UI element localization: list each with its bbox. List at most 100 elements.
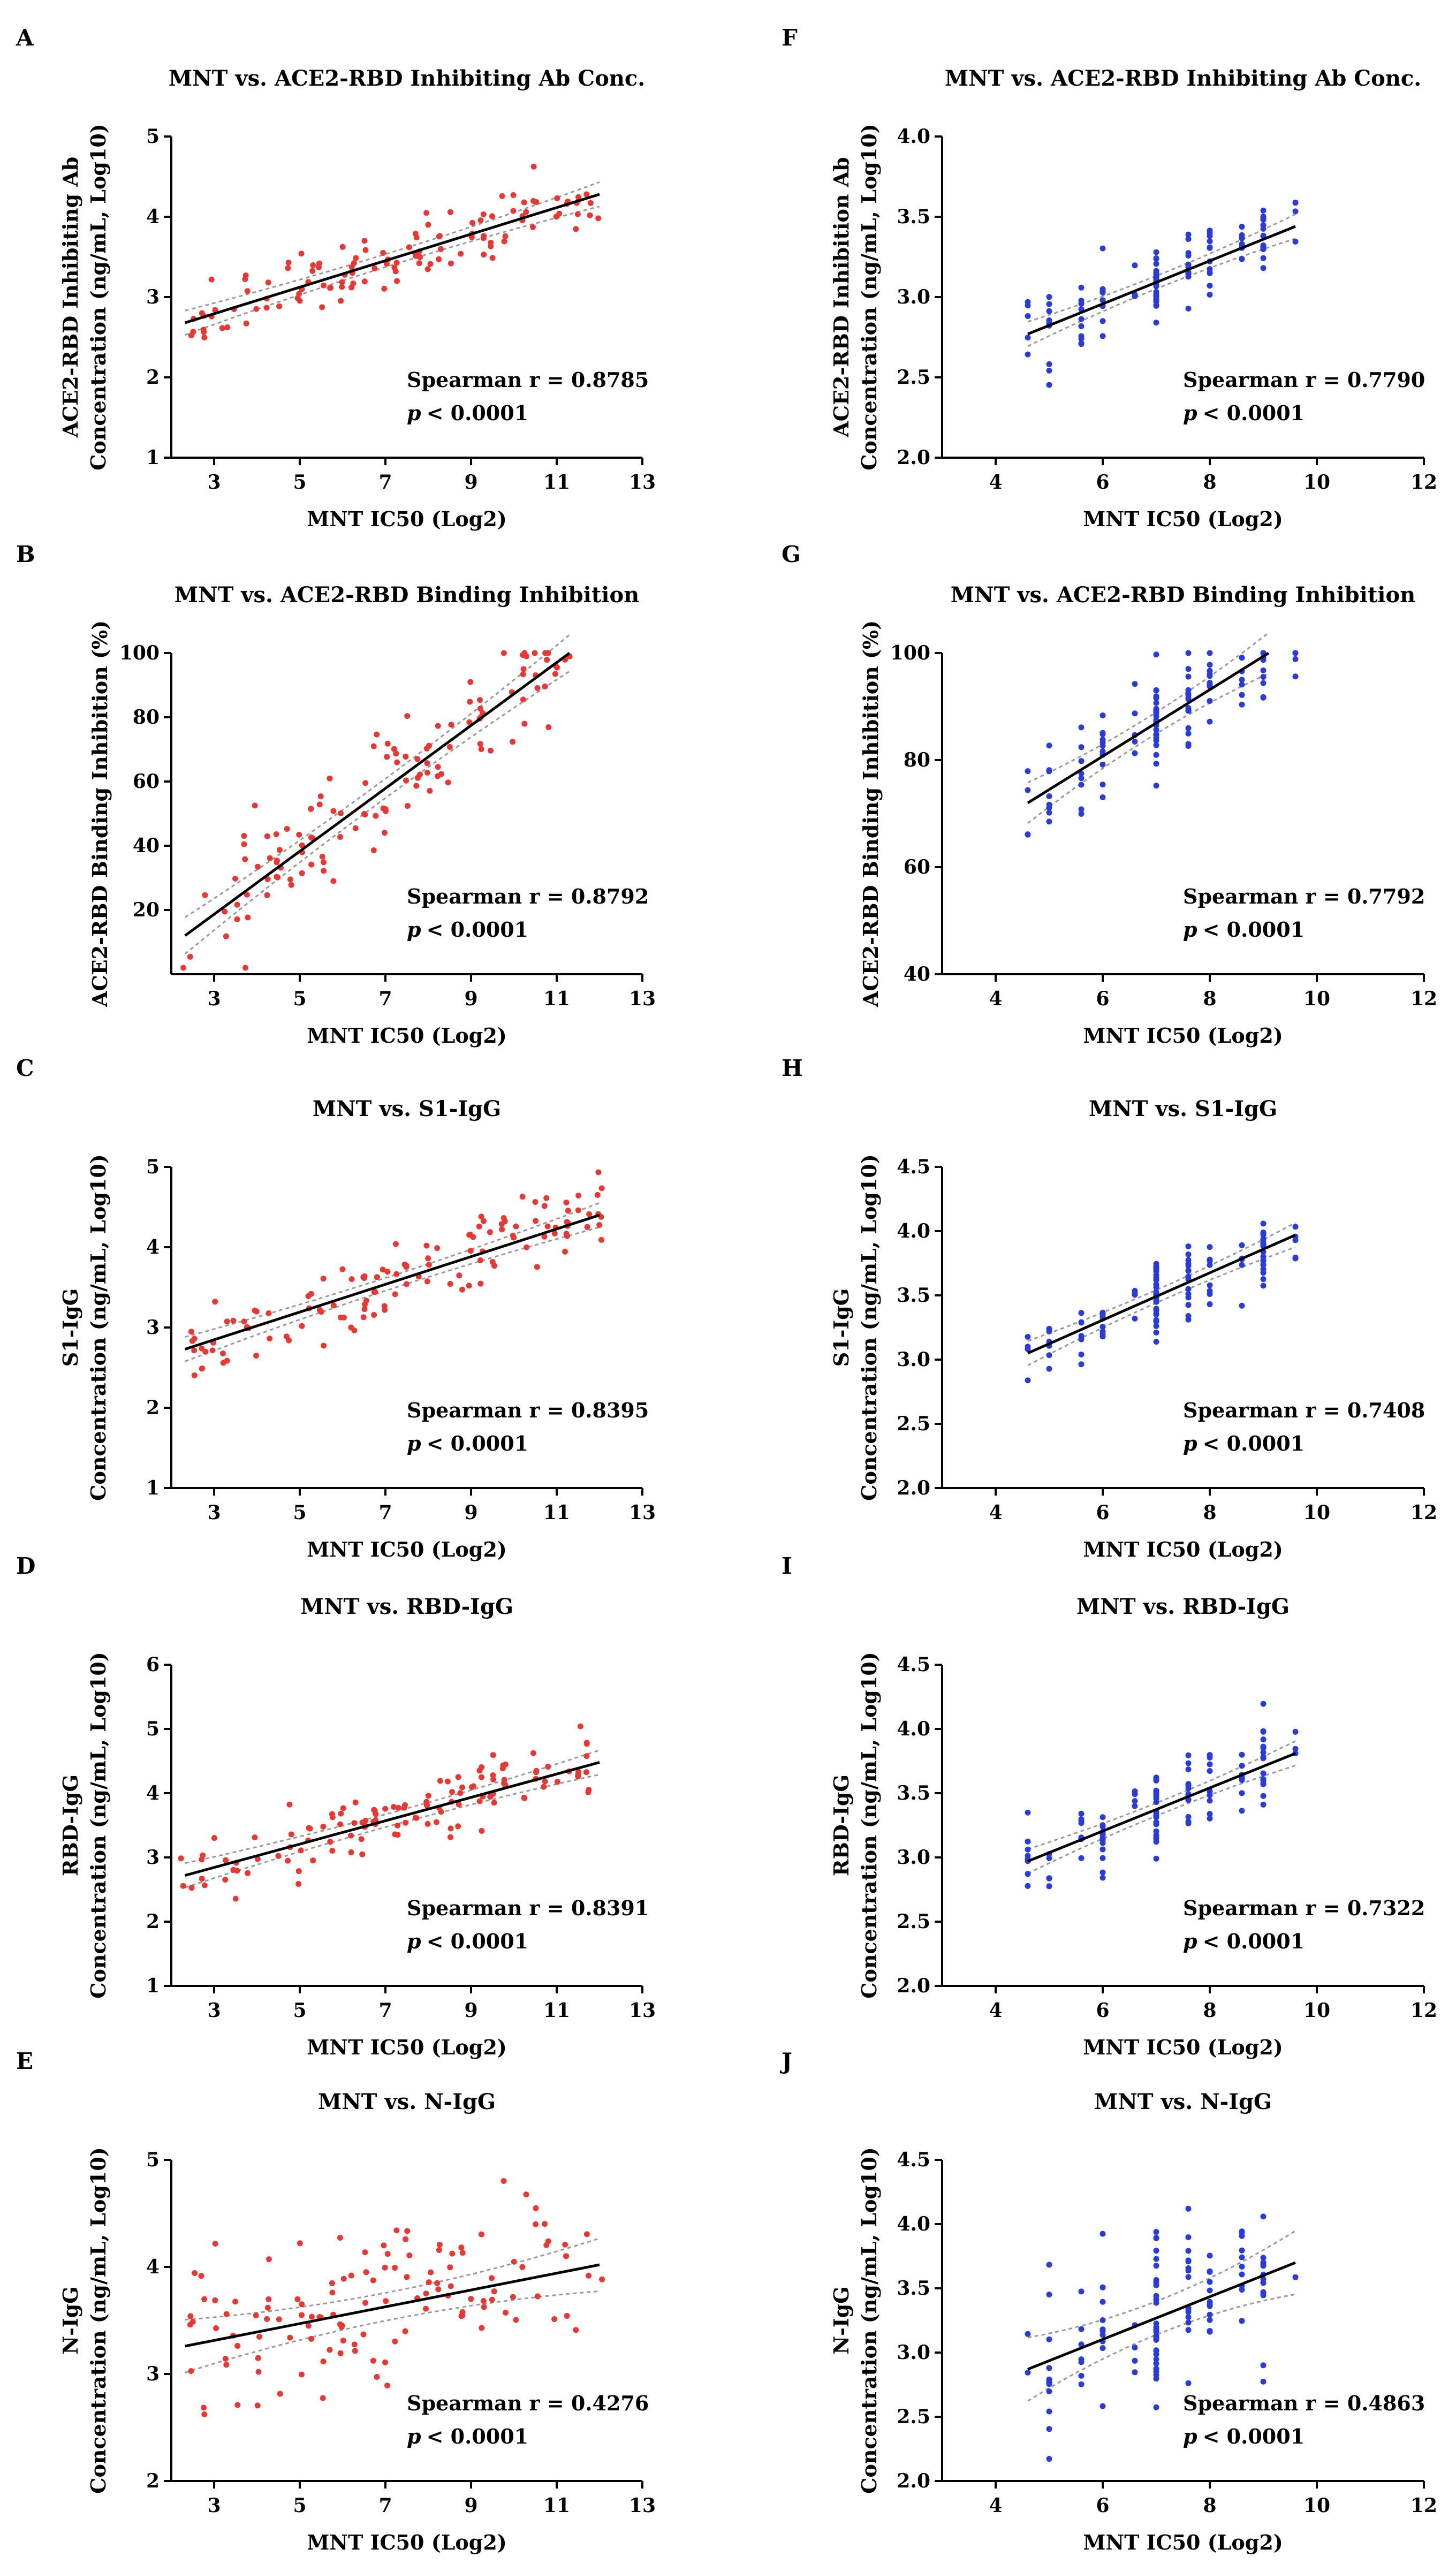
- data-point: [337, 2235, 343, 2241]
- data-point: [339, 279, 345, 285]
- data-point: [534, 1264, 540, 1270]
- data-point: [477, 706, 483, 712]
- data-point: [1153, 1776, 1159, 1782]
- data-point: [1260, 1755, 1267, 1762]
- data-point: [427, 787, 433, 794]
- regression-line: [184, 193, 600, 324]
- y-tick-label: 2.0: [897, 2470, 930, 2492]
- data-point: [562, 2241, 568, 2248]
- data-point: [1185, 1785, 1192, 1792]
- data-point: [382, 2264, 388, 2271]
- data-point: [308, 806, 314, 812]
- data-point: [403, 1819, 408, 1826]
- data-point: [541, 1203, 548, 1209]
- data-point: [490, 1777, 496, 1782]
- x-tick-label: 10: [1303, 2494, 1330, 2517]
- y-tick-label: 1: [146, 446, 160, 469]
- chart-title: MNT vs. S1-IgG: [1089, 1096, 1277, 1121]
- data-point: [380, 1266, 386, 1273]
- data-point: [241, 841, 247, 847]
- data-point: [1046, 317, 1052, 323]
- data-point: [1132, 710, 1138, 717]
- data-point: [266, 2256, 272, 2263]
- data-point: [353, 255, 359, 261]
- x-tick-label: 9: [464, 2494, 477, 2517]
- data-point: [1099, 1846, 1106, 1853]
- x-tick-label: 6: [1096, 471, 1109, 494]
- data-point: [1078, 1352, 1085, 1357]
- data-point: [242, 276, 248, 282]
- data-point: [459, 2250, 466, 2256]
- data-point: [276, 303, 283, 309]
- data-point: [1153, 742, 1159, 748]
- data-point: [253, 306, 260, 312]
- data-point: [1185, 236, 1192, 242]
- p-value-label: p < 0.0001: [407, 1431, 528, 1455]
- data-point: [187, 2313, 194, 2319]
- y-tick-label: 2.0: [897, 1975, 930, 1997]
- data-point: [480, 2298, 487, 2304]
- p-symbol: p: [407, 2424, 421, 2448]
- ci-upper-band: [185, 1202, 600, 1338]
- data-point: [1153, 302, 1159, 308]
- y-tick-label: 4.0: [897, 125, 930, 148]
- data-point: [1046, 2365, 1052, 2371]
- y-tick-label: 5: [146, 125, 160, 148]
- data-point: [1207, 662, 1213, 668]
- data-point: [510, 208, 517, 214]
- x-tick-label: 8: [1203, 1999, 1216, 2022]
- data-point: [414, 756, 421, 762]
- data-point: [488, 747, 494, 754]
- ci-lower-band: [1027, 1764, 1296, 1875]
- data-point: [404, 713, 411, 719]
- chart-title: MNT vs. RBD-IgG: [300, 1594, 513, 1619]
- data-point: [478, 1213, 484, 1220]
- data-point: [1260, 694, 1267, 700]
- data-point: [224, 1357, 230, 1364]
- data-point: [374, 2374, 380, 2380]
- data-point: [459, 1784, 465, 1791]
- data-point: [1046, 361, 1052, 367]
- data-point: [223, 2362, 230, 2368]
- data-point: [244, 288, 251, 294]
- data-point: [412, 231, 419, 237]
- data-point: [242, 965, 248, 971]
- data-point: [449, 1789, 455, 1795]
- data-point: [1185, 2327, 1192, 2333]
- data-point: [1207, 650, 1213, 656]
- regression-line: [184, 1761, 600, 1877]
- data-point: [373, 813, 379, 819]
- data-point: [523, 653, 529, 659]
- data-point: [222, 908, 228, 915]
- p-symbol: p: [407, 917, 421, 942]
- data-point: [544, 1223, 551, 1230]
- data-point: [381, 2242, 387, 2249]
- data-point: [1260, 674, 1267, 680]
- p-symbol: p: [407, 401, 421, 425]
- data-point: [511, 1234, 517, 1241]
- x-tick-label: 10: [1303, 1999, 1330, 2022]
- y-tick-label: 2: [146, 2470, 160, 2492]
- data-point: [382, 806, 389, 813]
- y-tick-label: 6: [146, 1653, 160, 1676]
- p-value: < 0.0001: [1203, 917, 1305, 942]
- data-point: [295, 1868, 302, 1875]
- data-point: [241, 833, 247, 839]
- data-point: [1078, 2326, 1085, 2332]
- data-point: [479, 1827, 485, 1834]
- data-point: [489, 255, 496, 261]
- data-point: [234, 2402, 241, 2408]
- data-point: [1185, 1257, 1192, 1263]
- data-point: [1239, 1808, 1245, 1814]
- data-point: [232, 2299, 238, 2305]
- data-point: [519, 2264, 526, 2270]
- data-point: [1207, 1288, 1213, 1294]
- x-tick-label: 12: [1410, 2494, 1437, 2517]
- x-tick-label: 11: [543, 471, 570, 494]
- y-tick-label: 3.5: [897, 206, 930, 228]
- data-point: [371, 1312, 377, 1318]
- data-point: [478, 746, 484, 752]
- x-tick-label: 9: [464, 1999, 477, 2022]
- data-point: [477, 697, 483, 703]
- data-point: [188, 1885, 195, 1891]
